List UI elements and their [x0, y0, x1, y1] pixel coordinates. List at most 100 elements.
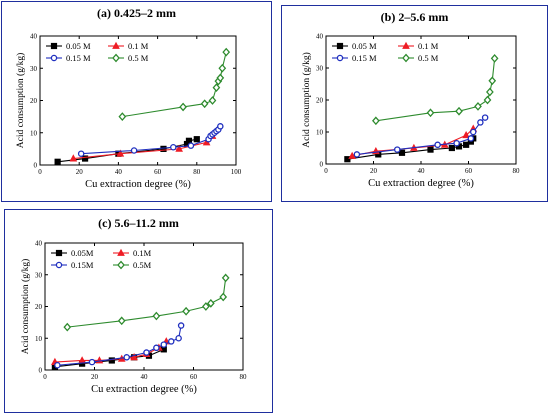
- legend: 0.05M 0.1M 0.15M 0.5M: [51, 248, 152, 270]
- x-tick-label: 20: [76, 168, 84, 176]
- data-point: [398, 149, 406, 156]
- data-point: [170, 144, 177, 151]
- legend-label: 0.1 M: [418, 41, 439, 51]
- chart-title: (b) 2–5.6 mm: [380, 10, 449, 24]
- data-point: [160, 145, 167, 152]
- series-line: [67, 277, 227, 328]
- data-point: [130, 353, 138, 361]
- data-point: [187, 142, 195, 149]
- data-point: [394, 146, 401, 153]
- data-point: [88, 358, 96, 366]
- y-tick-label: 40: [30, 33, 38, 41]
- data-point: [143, 349, 150, 356]
- data-point: [55, 249, 63, 257]
- y-tick-label: 0: [34, 162, 38, 170]
- y-tick-label: 10: [30, 129, 38, 137]
- data-point: [117, 248, 125, 256]
- y-tick-label: 20: [30, 97, 38, 105]
- y-tick-label: 10: [35, 335, 43, 343]
- x-tick-label: 40: [418, 167, 426, 175]
- data-point: [467, 135, 475, 142]
- data-point: [167, 338, 175, 345]
- legend: 0.05 M 0.1 M 0.15 M 0.5 M: [332, 41, 439, 63]
- data-point: [402, 41, 410, 49]
- series-0_5M: [118, 47, 231, 122]
- data-point: [77, 150, 85, 157]
- series-0_15M: [353, 114, 489, 158]
- data-point: [474, 102, 482, 111]
- y-axis-label: Acid consumption (g/kg): [15, 53, 26, 149]
- legend-label: 0.05 M: [352, 41, 377, 51]
- x-tick-label: 80: [513, 167, 521, 175]
- legend-label: 0.15 M: [66, 53, 91, 63]
- legend-label: 0.1M: [133, 248, 152, 258]
- data-point: [112, 41, 120, 49]
- data-point: [50, 42, 58, 50]
- legend-label: 0.5M: [133, 260, 152, 270]
- data-point: [118, 112, 127, 122]
- data-point: [50, 54, 58, 62]
- y-axis-label: Acid consumption (g/kg): [301, 52, 312, 148]
- data-point: [153, 344, 160, 352]
- data-point: [63, 322, 72, 332]
- data-point: [160, 341, 168, 348]
- legend-label: 0.15M: [71, 260, 94, 270]
- data-point: [348, 151, 356, 159]
- data-point: [469, 128, 477, 136]
- y-tick-label: 40: [35, 240, 43, 248]
- chart-a: 0 20 40 60 80 100 0 10 20 30 40 Cu extraction degre…: [15, 33, 242, 191]
- data-point: [175, 335, 182, 342]
- data-point: [426, 108, 435, 118]
- data-point: [130, 147, 138, 154]
- legend-label: 0.5 M: [418, 53, 439, 63]
- data-point: [462, 130, 470, 139]
- x-tick-label: 40: [141, 373, 149, 381]
- data-point: [108, 357, 115, 364]
- x-tick-label: 0: [43, 373, 47, 381]
- x-axis-label: Cu extraction degree (%): [85, 179, 191, 190]
- data-point: [177, 322, 185, 329]
- series-0_15M: [54, 322, 185, 369]
- data-point: [212, 83, 221, 92]
- data-point: [117, 260, 125, 270]
- y-tick-label: 20: [35, 303, 43, 311]
- data-point: [427, 146, 434, 153]
- chart-panel-c: (c) 5.6–11.2 mm 0 20 40 60 80 0 10 20 30 40 Cu ext…: [4, 209, 273, 413]
- data-point: [112, 53, 120, 63]
- x-tick-label: 80: [240, 373, 248, 381]
- series-0_05M: [51, 346, 167, 370]
- data-point: [372, 116, 380, 126]
- data-point: [483, 95, 492, 105]
- data-point: [219, 292, 228, 302]
- x-tick-label: 60: [465, 167, 473, 175]
- y-tick-label: 0: [320, 161, 324, 169]
- x-tick-label: 20: [91, 373, 99, 381]
- x-tick-label: 40: [115, 168, 123, 176]
- data-point: [486, 87, 494, 97]
- data-point: [221, 273, 230, 283]
- y-axis-label: Acid consumption (g/kg): [20, 259, 31, 355]
- data-point: [402, 53, 410, 63]
- y-tick-label: 30: [316, 65, 324, 73]
- series-line: [375, 58, 496, 122]
- chart-c: 0 20 40 60 80 0 10 20 30 40 Cu extraction degree (…: [20, 240, 248, 396]
- legend-label: 0.05 M: [66, 41, 91, 51]
- x-axis-label: Cu extraction degree (%): [368, 178, 474, 189]
- x-tick-label: 0: [38, 168, 42, 176]
- data-point: [344, 156, 351, 163]
- data-point: [175, 144, 183, 152]
- data-point: [222, 47, 231, 57]
- x-tick-label: 60: [154, 168, 162, 176]
- data-point: [54, 361, 61, 369]
- data-point: [206, 298, 215, 308]
- data-point: [208, 96, 217, 105]
- chart-title: (a) 0.425–2 mm: [97, 6, 176, 20]
- chart-panel-a: (a) 0.425–2 mm 0 20 40 60 80 100 0 10 20 30 40 Cu e…: [1, 1, 272, 202]
- data-point: [490, 54, 499, 63]
- x-tick-label: 100: [231, 168, 242, 176]
- data-point: [217, 123, 224, 130]
- y-tick-label: 30: [35, 271, 43, 279]
- series-0_15M: [77, 123, 224, 157]
- data-point: [353, 151, 361, 158]
- legend-label: 0.05M: [71, 248, 94, 258]
